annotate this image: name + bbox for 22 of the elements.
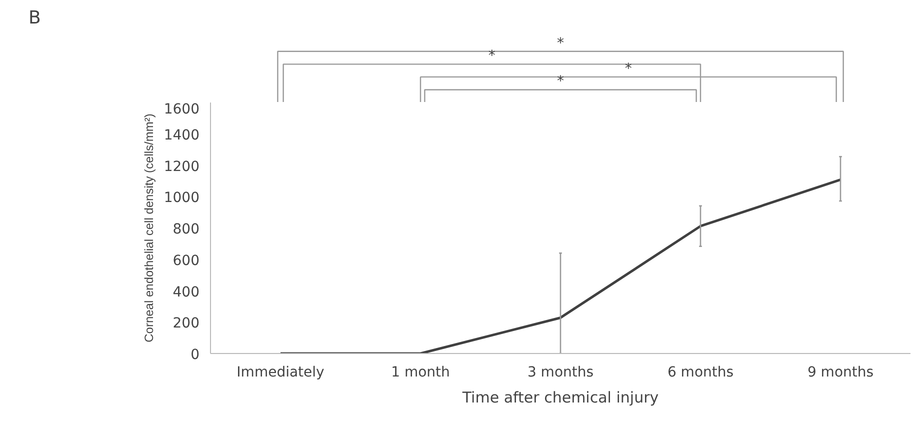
y-axis-title: Corneal endothelial cell density (cells/mm²) (142, 114, 156, 342)
x-tick-label: Immediately (236, 364, 324, 380)
y-tick-label: 200 (172, 316, 200, 332)
y-tick-label: 800 (172, 222, 200, 238)
text: * (557, 74, 564, 90)
line-series (279, 178, 842, 354)
y-tick-label: 1000 (164, 190, 200, 206)
y-tick-label: 400 (172, 284, 200, 300)
text: * (624, 60, 632, 77)
x-tick-label: 9 months (807, 364, 874, 380)
x-axis-title: Time after chemical injury (461, 388, 659, 406)
y-tick-label: 1400 (164, 127, 200, 144)
y-tick-label: 0 (190, 347, 200, 363)
text: * (557, 35, 564, 52)
y-tick-label: 600 (172, 252, 200, 269)
x-tick-label: 6 months (667, 364, 734, 380)
text: B (28, 8, 41, 28)
y-tick-label: 1200 (164, 158, 200, 175)
x-tick-label: 3 months (527, 364, 594, 380)
text: * (488, 48, 496, 64)
y-tick-label: 1600 (164, 102, 200, 118)
x-tick-label: 1 month (391, 364, 450, 380)
